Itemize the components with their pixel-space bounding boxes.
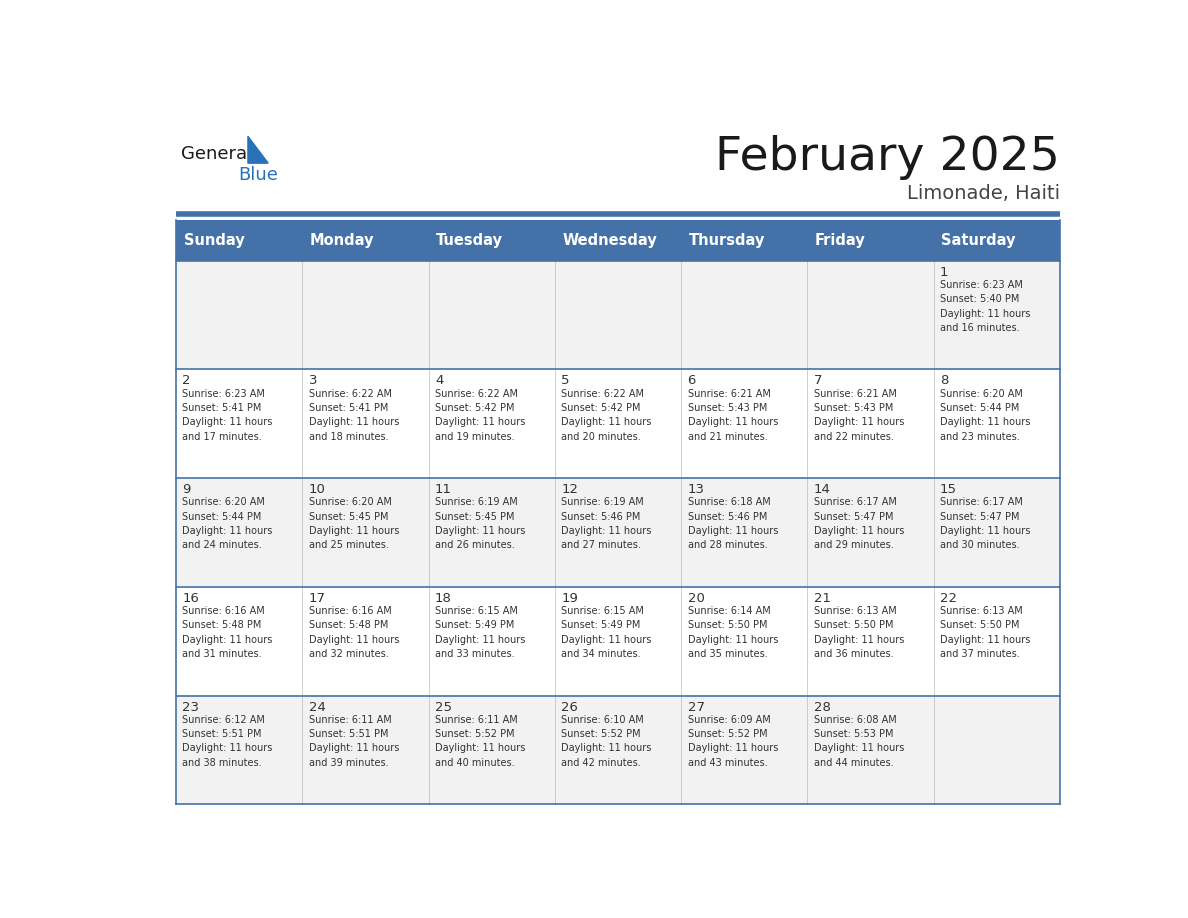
- Text: 19: 19: [561, 592, 579, 605]
- Text: 28: 28: [814, 700, 830, 713]
- Text: Sunrise: 6:09 AM
Sunset: 5:52 PM
Daylight: 11 hours
and 43 minutes.: Sunrise: 6:09 AM Sunset: 5:52 PM Dayligh…: [688, 715, 778, 767]
- Text: Thursday: Thursday: [689, 233, 765, 248]
- Text: 21: 21: [814, 592, 830, 605]
- Text: Sunrise: 6:22 AM
Sunset: 5:42 PM
Daylight: 11 hours
and 19 minutes.: Sunrise: 6:22 AM Sunset: 5:42 PM Dayligh…: [435, 388, 525, 442]
- Text: Blue: Blue: [238, 166, 278, 185]
- Text: 27: 27: [688, 700, 704, 713]
- Text: Sunrise: 6:22 AM
Sunset: 5:42 PM
Daylight: 11 hours
and 20 minutes.: Sunrise: 6:22 AM Sunset: 5:42 PM Dayligh…: [561, 388, 651, 442]
- Text: 13: 13: [688, 483, 704, 496]
- Text: 2: 2: [183, 375, 191, 387]
- Bar: [555, 219, 681, 261]
- Text: 18: 18: [435, 592, 451, 605]
- Text: Friday: Friday: [815, 233, 866, 248]
- Text: Wednesday: Wednesday: [562, 233, 657, 248]
- Bar: [303, 219, 429, 261]
- Text: 14: 14: [814, 483, 830, 496]
- Text: Sunrise: 6:16 AM
Sunset: 5:48 PM
Daylight: 11 hours
and 31 minutes.: Sunrise: 6:16 AM Sunset: 5:48 PM Dayligh…: [183, 606, 273, 659]
- Text: General: General: [181, 145, 252, 163]
- Bar: [176, 369, 1060, 478]
- Text: 5: 5: [561, 375, 570, 387]
- Text: Sunrise: 6:15 AM
Sunset: 5:49 PM
Daylight: 11 hours
and 33 minutes.: Sunrise: 6:15 AM Sunset: 5:49 PM Dayligh…: [435, 606, 525, 659]
- Text: 26: 26: [561, 700, 579, 713]
- Text: 8: 8: [940, 375, 948, 387]
- Text: Sunrise: 6:20 AM
Sunset: 5:44 PM
Daylight: 11 hours
and 23 minutes.: Sunrise: 6:20 AM Sunset: 5:44 PM Dayligh…: [940, 388, 1030, 442]
- Bar: [176, 219, 303, 261]
- Text: Sunrise: 6:22 AM
Sunset: 5:41 PM
Daylight: 11 hours
and 18 minutes.: Sunrise: 6:22 AM Sunset: 5:41 PM Dayligh…: [309, 388, 399, 442]
- Text: Sunrise: 6:13 AM
Sunset: 5:50 PM
Daylight: 11 hours
and 37 minutes.: Sunrise: 6:13 AM Sunset: 5:50 PM Dayligh…: [940, 606, 1030, 659]
- Bar: [808, 219, 934, 261]
- Text: Sunrise: 6:15 AM
Sunset: 5:49 PM
Daylight: 11 hours
and 34 minutes.: Sunrise: 6:15 AM Sunset: 5:49 PM Dayligh…: [561, 606, 651, 659]
- Text: Sunrise: 6:13 AM
Sunset: 5:50 PM
Daylight: 11 hours
and 36 minutes.: Sunrise: 6:13 AM Sunset: 5:50 PM Dayligh…: [814, 606, 904, 659]
- Bar: [934, 219, 1060, 261]
- Text: Sunrise: 6:08 AM
Sunset: 5:53 PM
Daylight: 11 hours
and 44 minutes.: Sunrise: 6:08 AM Sunset: 5:53 PM Dayligh…: [814, 715, 904, 767]
- Text: 1: 1: [940, 265, 948, 279]
- Text: Sunrise: 6:17 AM
Sunset: 5:47 PM
Daylight: 11 hours
and 29 minutes.: Sunrise: 6:17 AM Sunset: 5:47 PM Dayligh…: [814, 498, 904, 551]
- Text: Sunrise: 6:17 AM
Sunset: 5:47 PM
Daylight: 11 hours
and 30 minutes.: Sunrise: 6:17 AM Sunset: 5:47 PM Dayligh…: [940, 498, 1030, 551]
- Text: Monday: Monday: [310, 233, 374, 248]
- Text: Sunrise: 6:10 AM
Sunset: 5:52 PM
Daylight: 11 hours
and 42 minutes.: Sunrise: 6:10 AM Sunset: 5:52 PM Dayligh…: [561, 715, 651, 767]
- Text: 25: 25: [435, 700, 451, 713]
- Text: 12: 12: [561, 483, 579, 496]
- Text: Sunrise: 6:12 AM
Sunset: 5:51 PM
Daylight: 11 hours
and 38 minutes.: Sunrise: 6:12 AM Sunset: 5:51 PM Dayligh…: [183, 715, 273, 767]
- Bar: [176, 696, 1060, 804]
- Polygon shape: [248, 136, 268, 163]
- Text: 16: 16: [183, 592, 200, 605]
- Text: 4: 4: [435, 375, 443, 387]
- Text: Sunrise: 6:14 AM
Sunset: 5:50 PM
Daylight: 11 hours
and 35 minutes.: Sunrise: 6:14 AM Sunset: 5:50 PM Dayligh…: [688, 606, 778, 659]
- Bar: [176, 478, 1060, 587]
- Text: Sunrise: 6:20 AM
Sunset: 5:45 PM
Daylight: 11 hours
and 25 minutes.: Sunrise: 6:20 AM Sunset: 5:45 PM Dayligh…: [309, 498, 399, 551]
- Text: 15: 15: [940, 483, 958, 496]
- Text: Sunrise: 6:23 AM
Sunset: 5:41 PM
Daylight: 11 hours
and 17 minutes.: Sunrise: 6:23 AM Sunset: 5:41 PM Dayligh…: [183, 388, 273, 442]
- Text: 6: 6: [688, 375, 696, 387]
- Text: February 2025: February 2025: [715, 135, 1060, 180]
- Text: 3: 3: [309, 375, 317, 387]
- Text: 22: 22: [940, 592, 958, 605]
- Text: Saturday: Saturday: [941, 233, 1016, 248]
- Text: Sunrise: 6:19 AM
Sunset: 5:45 PM
Daylight: 11 hours
and 26 minutes.: Sunrise: 6:19 AM Sunset: 5:45 PM Dayligh…: [435, 498, 525, 551]
- Text: Sunrise: 6:19 AM
Sunset: 5:46 PM
Daylight: 11 hours
and 27 minutes.: Sunrise: 6:19 AM Sunset: 5:46 PM Dayligh…: [561, 498, 651, 551]
- Text: 20: 20: [688, 592, 704, 605]
- Text: 24: 24: [309, 700, 326, 713]
- Bar: [429, 219, 555, 261]
- Text: Sunrise: 6:21 AM
Sunset: 5:43 PM
Daylight: 11 hours
and 21 minutes.: Sunrise: 6:21 AM Sunset: 5:43 PM Dayligh…: [688, 388, 778, 442]
- Text: Sunrise: 6:20 AM
Sunset: 5:44 PM
Daylight: 11 hours
and 24 minutes.: Sunrise: 6:20 AM Sunset: 5:44 PM Dayligh…: [183, 498, 273, 551]
- Text: Limonade, Haiti: Limonade, Haiti: [906, 185, 1060, 204]
- Bar: [176, 587, 1060, 696]
- Text: 23: 23: [183, 700, 200, 713]
- Text: 17: 17: [309, 592, 326, 605]
- Text: Sunrise: 6:16 AM
Sunset: 5:48 PM
Daylight: 11 hours
and 32 minutes.: Sunrise: 6:16 AM Sunset: 5:48 PM Dayligh…: [309, 606, 399, 659]
- Bar: [681, 219, 808, 261]
- Text: 11: 11: [435, 483, 451, 496]
- Text: 7: 7: [814, 375, 822, 387]
- Text: Sunrise: 6:21 AM
Sunset: 5:43 PM
Daylight: 11 hours
and 22 minutes.: Sunrise: 6:21 AM Sunset: 5:43 PM Dayligh…: [814, 388, 904, 442]
- Text: 10: 10: [309, 483, 326, 496]
- Text: Sunrise: 6:11 AM
Sunset: 5:52 PM
Daylight: 11 hours
and 40 minutes.: Sunrise: 6:11 AM Sunset: 5:52 PM Dayligh…: [435, 715, 525, 767]
- Text: Sunrise: 6:23 AM
Sunset: 5:40 PM
Daylight: 11 hours
and 16 minutes.: Sunrise: 6:23 AM Sunset: 5:40 PM Dayligh…: [940, 280, 1030, 333]
- Text: 9: 9: [183, 483, 191, 496]
- Bar: [176, 261, 1060, 369]
- Text: Sunrise: 6:11 AM
Sunset: 5:51 PM
Daylight: 11 hours
and 39 minutes.: Sunrise: 6:11 AM Sunset: 5:51 PM Dayligh…: [309, 715, 399, 767]
- Text: Tuesday: Tuesday: [436, 233, 504, 248]
- Text: Sunrise: 6:18 AM
Sunset: 5:46 PM
Daylight: 11 hours
and 28 minutes.: Sunrise: 6:18 AM Sunset: 5:46 PM Dayligh…: [688, 498, 778, 551]
- Text: Sunday: Sunday: [184, 233, 245, 248]
